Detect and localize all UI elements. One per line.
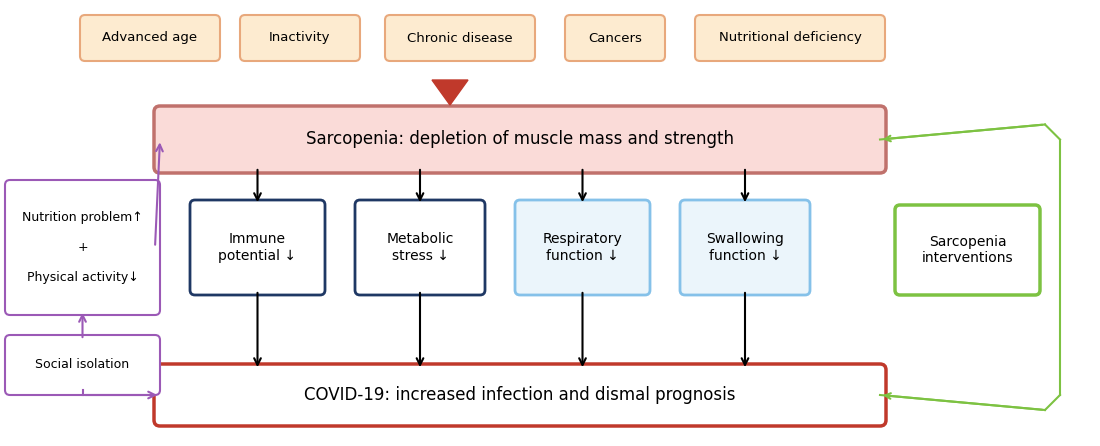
FancyBboxPatch shape xyxy=(190,200,324,295)
Polygon shape xyxy=(432,80,468,105)
FancyBboxPatch shape xyxy=(895,205,1040,295)
FancyBboxPatch shape xyxy=(515,200,650,295)
FancyBboxPatch shape xyxy=(695,15,886,61)
FancyBboxPatch shape xyxy=(6,335,159,395)
FancyBboxPatch shape xyxy=(385,15,535,61)
Text: Metabolic
stress ↓: Metabolic stress ↓ xyxy=(386,232,453,263)
FancyBboxPatch shape xyxy=(6,180,159,315)
FancyBboxPatch shape xyxy=(154,364,886,426)
FancyBboxPatch shape xyxy=(565,15,666,61)
Text: Swallowing
function ↓: Swallowing function ↓ xyxy=(706,232,784,263)
FancyBboxPatch shape xyxy=(240,15,360,61)
Text: Nutritional deficiency: Nutritional deficiency xyxy=(718,32,861,45)
FancyBboxPatch shape xyxy=(80,15,220,61)
Text: Sarcopenia
interventions: Sarcopenia interventions xyxy=(922,235,1013,265)
Text: Immune
potential ↓: Immune potential ↓ xyxy=(219,232,297,263)
Text: Advanced age: Advanced age xyxy=(102,32,198,45)
FancyBboxPatch shape xyxy=(154,106,886,173)
Text: Inactivity: Inactivity xyxy=(270,32,331,45)
Text: Respiratory
function ↓: Respiratory function ↓ xyxy=(542,232,623,263)
Text: Social isolation: Social isolation xyxy=(35,359,130,372)
FancyBboxPatch shape xyxy=(680,200,810,295)
Text: Sarcopenia: depletion of muscle mass and strength: Sarcopenia: depletion of muscle mass and… xyxy=(306,131,734,149)
Text: Cancers: Cancers xyxy=(588,32,642,45)
Text: Nutrition problem↑

+

Physical activity↓: Nutrition problem↑ + Physical activity↓ xyxy=(22,211,143,284)
FancyBboxPatch shape xyxy=(355,200,485,295)
Text: Chronic disease: Chronic disease xyxy=(407,32,513,45)
Text: COVID-19: increased infection and dismal prognosis: COVID-19: increased infection and dismal… xyxy=(305,386,736,404)
